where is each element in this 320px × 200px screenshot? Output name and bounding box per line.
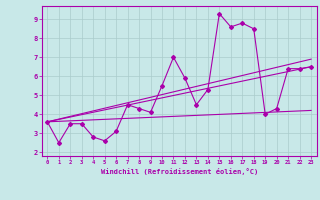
X-axis label: Windchill (Refroidissement éolien,°C): Windchill (Refroidissement éolien,°C): [100, 168, 258, 175]
